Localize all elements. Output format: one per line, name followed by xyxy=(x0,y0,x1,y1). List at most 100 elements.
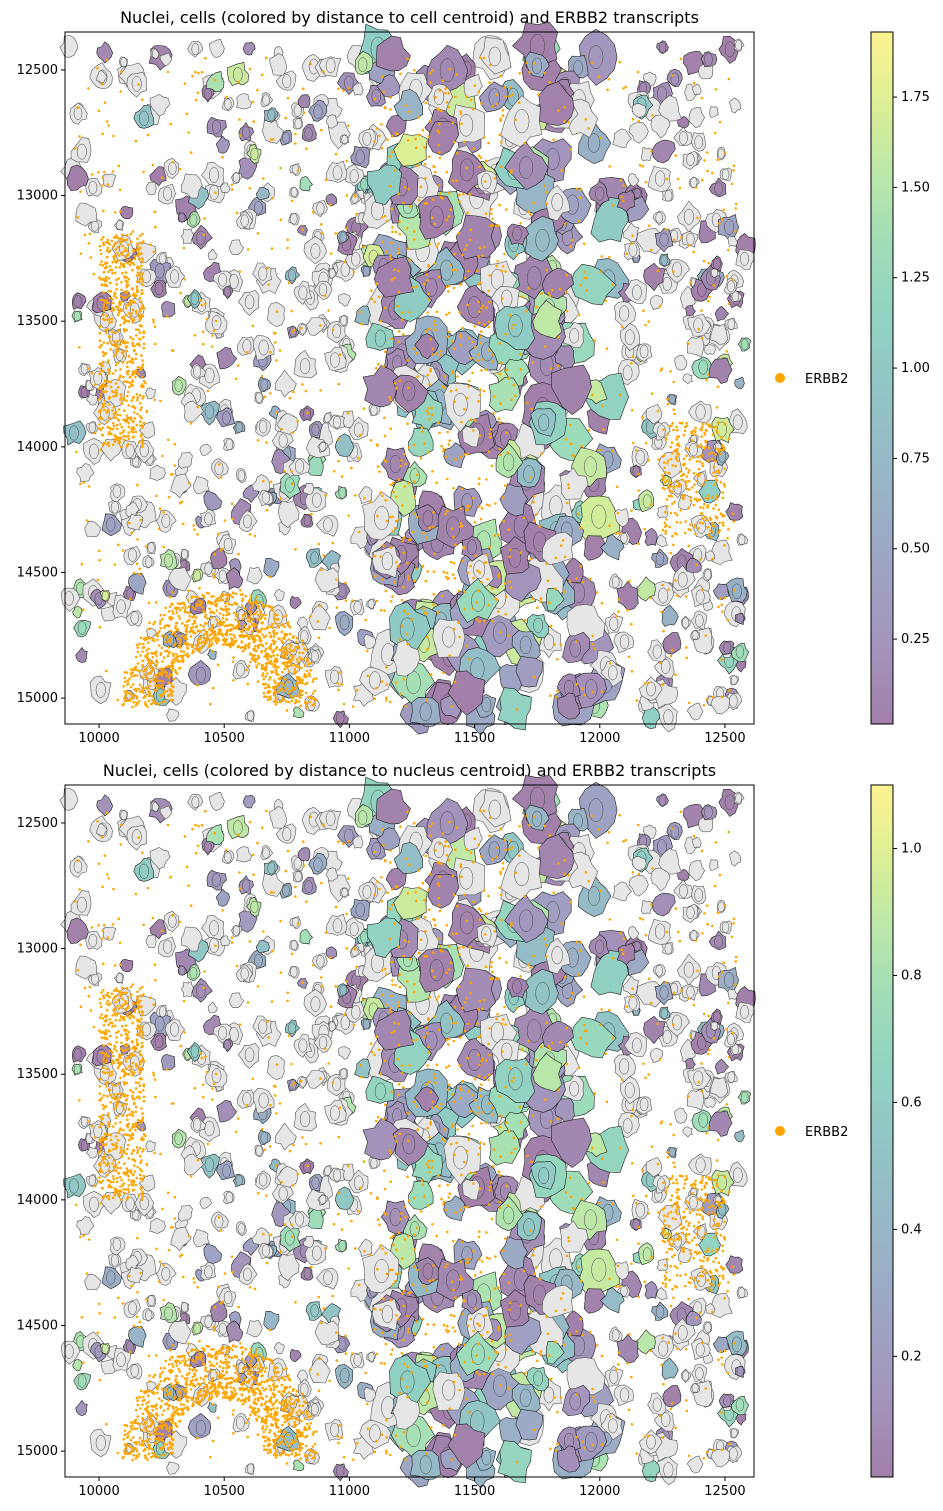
cell-polygon xyxy=(613,301,637,330)
transcript-point xyxy=(483,245,486,249)
transcript-point xyxy=(167,693,171,697)
transcript-point xyxy=(491,360,494,363)
nucleus-outline xyxy=(339,614,350,631)
transcript-point xyxy=(497,417,501,421)
transcript-point xyxy=(543,71,547,75)
transcript-point xyxy=(320,128,323,132)
transcript-point xyxy=(359,310,362,314)
transcript-point xyxy=(151,655,154,659)
transcript-point xyxy=(169,122,172,126)
nucleus-outline xyxy=(139,110,149,127)
transcript-point xyxy=(211,686,215,690)
cell-polygon xyxy=(426,44,469,94)
transcript-point xyxy=(698,558,702,561)
transcript-point xyxy=(162,656,166,659)
cell-polygon xyxy=(146,541,156,555)
transcript-point xyxy=(136,244,139,248)
cell-polygon xyxy=(126,71,148,98)
transcript-point xyxy=(563,555,567,559)
transcript-point xyxy=(113,292,117,296)
transcript-point xyxy=(269,655,273,659)
transcript-point xyxy=(370,297,374,301)
transcript-point xyxy=(272,629,276,632)
transcript-point xyxy=(136,265,139,269)
transcript-point xyxy=(249,613,253,616)
transcript-point xyxy=(261,603,265,607)
transcript-point xyxy=(415,473,419,477)
transcript-point xyxy=(264,604,268,608)
transcript-point xyxy=(689,499,693,503)
transcript-point xyxy=(259,612,263,615)
transcript-point xyxy=(118,376,121,379)
transcript-point xyxy=(380,147,384,150)
transcript-point xyxy=(207,645,211,649)
transcript-point xyxy=(402,609,406,613)
nucleus-outline xyxy=(622,365,633,381)
transcript-point xyxy=(328,626,332,630)
transcript-point xyxy=(600,601,604,605)
transcript-point xyxy=(494,224,498,228)
transcript-point xyxy=(108,296,111,300)
nucleus-outline xyxy=(73,295,82,308)
transcript-point xyxy=(88,232,92,236)
transcript-point xyxy=(304,648,308,652)
transcript-point xyxy=(98,416,101,420)
transcript-point xyxy=(466,303,470,307)
cell-polygon xyxy=(373,256,414,298)
transcript-point xyxy=(152,321,155,324)
transcript-point xyxy=(140,260,144,264)
transcript-point xyxy=(275,660,279,664)
transcript-point xyxy=(106,425,109,429)
transcript-point xyxy=(133,407,137,410)
transcript-point xyxy=(174,656,178,660)
transcript-point xyxy=(127,421,130,425)
transcript-point xyxy=(132,248,135,252)
transcript-point xyxy=(364,618,368,622)
transcript-point xyxy=(419,185,423,189)
transcript-point xyxy=(700,336,704,340)
transcript-point xyxy=(127,691,131,695)
transcript-point xyxy=(219,619,222,623)
transcript-point xyxy=(518,72,521,75)
transcript-point xyxy=(605,347,609,351)
transcript-point xyxy=(251,603,255,607)
transcript-point xyxy=(615,614,618,618)
x-tick-label: 12500 xyxy=(704,731,745,746)
transcript-point xyxy=(726,536,729,540)
transcript-point xyxy=(278,637,281,641)
transcript-point xyxy=(186,647,189,650)
cell-polygon xyxy=(702,568,713,582)
transcript-point xyxy=(700,453,704,457)
transcript-point xyxy=(415,285,418,288)
transcript-point xyxy=(406,612,409,615)
transcript-point xyxy=(117,346,120,349)
transcript-point xyxy=(125,276,128,279)
transcript-point xyxy=(723,467,726,471)
transcript-point xyxy=(338,353,342,357)
transcript-point xyxy=(265,656,269,660)
nucleus-outline xyxy=(324,412,332,424)
transcript-point xyxy=(309,615,312,618)
transcript-point xyxy=(132,571,136,575)
nucleus-outline xyxy=(681,1370,690,1382)
transcript-point xyxy=(138,277,142,281)
cell-polygon xyxy=(417,195,455,240)
transcript-point xyxy=(261,672,265,675)
cell-polygon xyxy=(659,253,671,268)
transcript-point xyxy=(663,521,667,525)
transcript-point xyxy=(199,299,203,302)
cell-polygon xyxy=(708,357,733,384)
nucleus-outline xyxy=(191,43,200,56)
transcript-point xyxy=(422,531,425,535)
transcript-point xyxy=(476,359,479,362)
transcript-point xyxy=(102,278,105,281)
transcript-point xyxy=(713,483,717,486)
transcript-point xyxy=(502,520,506,523)
transcript-point xyxy=(98,558,101,562)
transcript-point xyxy=(273,699,277,702)
cell-polygon xyxy=(260,92,274,108)
transcript-point xyxy=(76,106,80,109)
transcript-point xyxy=(275,672,278,676)
transcript-point xyxy=(128,376,132,379)
transcript-point xyxy=(396,565,400,568)
